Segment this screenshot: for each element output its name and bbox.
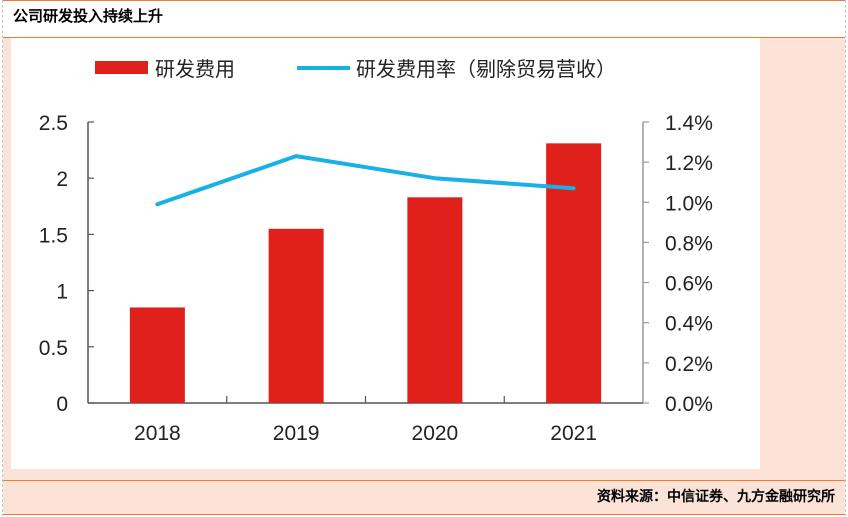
line-rate-path — [155, 154, 576, 207]
left-axis-ticks: 0 0.5 1 1.5 2 2.5 — [39, 112, 94, 416]
bar-2019 — [268, 228, 324, 403]
legend-label-line: 研发费用率（剔除贸易营收） — [356, 57, 616, 81]
x-tick-label: 2018 — [134, 422, 181, 445]
bar-2021 — [546, 143, 602, 403]
frame-border-right — [845, 0, 846, 517]
bar-2018 — [129, 307, 185, 403]
legend: 研发费用 研发费用率（剔除贸易营收） — [95, 57, 616, 81]
frame-border-left — [2, 0, 3, 517]
left-tick-label: 2 — [56, 168, 68, 191]
right-tick-label: 0.2% — [665, 353, 713, 376]
source-bar: 资料来源：中信证券、九方金融研究所 — [3, 480, 845, 515]
right-tick-label: 0.4% — [665, 313, 713, 336]
right-tick-label: 0.0% — [665, 393, 713, 416]
x-tick-label: 2021 — [550, 422, 597, 445]
left-tick-label: 2.5 — [39, 112, 68, 135]
left-tick-label: 0.5 — [39, 337, 68, 360]
source-note: 资料来源：中信证券、九方金融研究所 — [597, 489, 835, 505]
right-tick-label: 1.0% — [665, 192, 713, 215]
line-series — [155, 154, 576, 207]
right-tick-label: 1.2% — [665, 152, 713, 175]
left-tick-label: 0 — [56, 393, 68, 416]
right-tick-label: 1.4% — [665, 112, 713, 135]
legend-label-bar: 研发费用 — [155, 57, 235, 81]
x-tick-label: 2019 — [273, 422, 320, 445]
x-axis-ticks: 2018 2019 2020 2021 — [134, 396, 597, 445]
x-tick-label: 2020 — [412, 422, 459, 445]
bars — [129, 143, 602, 403]
bar-2020 — [407, 197, 463, 403]
left-tick-label: 1.5 — [39, 224, 68, 247]
page-title: 公司研发投入持续上升 — [13, 7, 164, 25]
right-tick-label: 0.8% — [665, 232, 713, 255]
right-axis-ticks: 0.0% 0.2% 0.4% 0.6% 0.8% 1.0% 1.2% 1.4% — [643, 112, 713, 416]
legend-bar-swatch — [95, 61, 148, 74]
left-tick-label: 1 — [56, 281, 68, 304]
right-tick-label: 0.6% — [665, 273, 713, 296]
